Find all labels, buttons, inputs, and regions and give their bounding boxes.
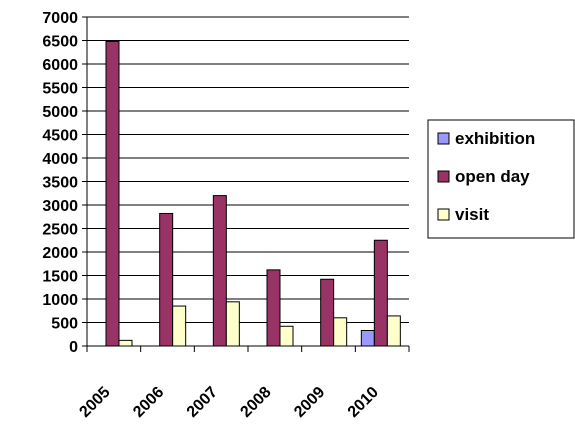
y-tick-label: 4000 bbox=[42, 151, 78, 168]
x-tick-label: 2006 bbox=[130, 384, 167, 421]
bar-open-day-2006 bbox=[159, 212, 174, 347]
x-axis-labels: 2005 2006 2007 2008 2009 2010 bbox=[76, 384, 382, 421]
bars bbox=[105, 40, 401, 347]
bar-open-day-2009 bbox=[320, 278, 335, 347]
gridlines bbox=[87, 16, 409, 323]
x-tick-label: 2007 bbox=[184, 384, 221, 421]
axes bbox=[86, 17, 410, 352]
y-tick-label: 3000 bbox=[42, 198, 78, 215]
legend-swatch-exhibition bbox=[437, 132, 450, 145]
bar-open-day-2010 bbox=[373, 239, 388, 347]
legend-swatch-open-day bbox=[437, 170, 450, 183]
legend-label-exhibition: exhibition bbox=[455, 129, 535, 148]
x-tick-label: 2005 bbox=[76, 384, 113, 421]
bar-visit-2010 bbox=[386, 315, 401, 347]
y-axis-ticks: 0 500 1000 1500 2000 2500 3000 3500 4000 4500 5000… bbox=[42, 10, 87, 356]
y-tick-label: 500 bbox=[51, 316, 78, 333]
bar-open-day-2008 bbox=[266, 269, 281, 347]
legend-box bbox=[427, 119, 575, 239]
y-tick-label: 6500 bbox=[42, 34, 78, 51]
legend-swatch-visit bbox=[437, 208, 450, 221]
y-tick-label: 3500 bbox=[42, 175, 78, 192]
bar-exhibition-2010 bbox=[360, 329, 375, 347]
legend-label-visit: visit bbox=[455, 205, 489, 224]
legend-label-open-day: open day bbox=[455, 167, 530, 186]
bar-visit-2007 bbox=[225, 301, 240, 347]
y-tick-label: 5500 bbox=[42, 81, 78, 98]
y-tick-label: 1000 bbox=[42, 292, 78, 309]
y-tick-label: 7000 bbox=[42, 10, 78, 27]
y-tick-label: 2500 bbox=[42, 222, 78, 239]
bar-open-day-2007 bbox=[212, 195, 227, 347]
legend: exhibition open day visit bbox=[427, 119, 575, 239]
bar-visit-2005 bbox=[118, 339, 133, 347]
bar-visit-2008 bbox=[279, 325, 294, 347]
y-tick-label: 2000 bbox=[42, 245, 78, 262]
x-tick-label: 2008 bbox=[237, 384, 274, 421]
bar-open-day-2005 bbox=[105, 40, 120, 347]
x-tick-label: 2010 bbox=[345, 384, 382, 421]
y-tick-label: 6000 bbox=[42, 57, 78, 74]
y-tick-label: 5000 bbox=[42, 104, 78, 121]
y-tick-label: 4500 bbox=[42, 128, 78, 145]
bar-visit-2006 bbox=[172, 305, 187, 347]
bar-visit-2009 bbox=[333, 317, 348, 347]
y-tick-label: 1500 bbox=[42, 269, 78, 286]
y-tick-label: 0 bbox=[69, 339, 78, 356]
x-tick-label: 2009 bbox=[291, 384, 328, 421]
